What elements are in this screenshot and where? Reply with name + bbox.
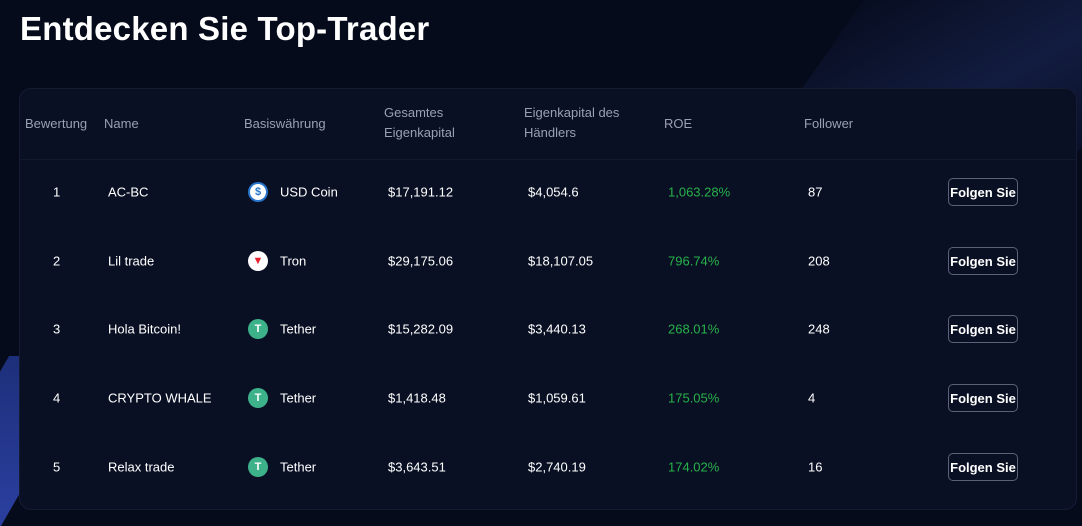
followers-cell: 248	[808, 321, 830, 337]
header-trader-equity-line2: Händlers	[524, 125, 577, 140]
trader-equity-cell: $3,440.13	[528, 321, 586, 337]
header-roe: ROE	[664, 116, 693, 131]
followers-cell: 4	[808, 390, 816, 406]
tron-icon: ▼	[248, 251, 268, 271]
follow-button[interactable]: Folgen Sie	[948, 315, 1018, 343]
rank-cell: 2	[53, 253, 61, 269]
header-base-currency: Basiswährung	[244, 116, 326, 131]
total-equity-cell: $29,175.06	[388, 253, 454, 269]
tether-icon: T	[248, 388, 268, 408]
total-equity-cell: $3,643.51	[388, 459, 446, 475]
trader-name[interactable]: Hola Bitcoin!	[108, 321, 181, 337]
roe-cell: 175.05%	[668, 390, 720, 406]
followers-cell: 16	[808, 459, 823, 475]
coin-name: Tether	[280, 459, 317, 475]
page-title: Entdecken Sie Top-Trader	[20, 10, 430, 47]
trader-equity-cell: $18,107.05	[528, 253, 594, 269]
header-followers: Follower	[804, 116, 854, 131]
tether-icon: T	[248, 457, 268, 477]
roe-cell: 796.74%	[668, 253, 720, 269]
trader-name[interactable]: CRYPTO WHALE	[108, 390, 212, 406]
total-equity-cell: $1,418.48	[388, 390, 446, 406]
trader-name[interactable]: AC-BC	[108, 184, 149, 200]
header-trader-equity-line1: Eigenkapital des	[524, 105, 620, 120]
roe-cell: 268.01%	[668, 321, 720, 337]
header-trader-equity: Eigenkapital des Händlers	[524, 103, 619, 143]
table-row[interactable]: 1 AC-BC $ USD Coin $17,191.12 $4,054.6 1…	[20, 158, 1076, 226]
roe-cell: 174.02%	[668, 459, 720, 475]
header-total-equity-line2: Eigenkapital	[384, 125, 455, 140]
rank-cell: 3	[53, 321, 61, 337]
header-name: Name	[104, 116, 139, 131]
followers-cell: 208	[808, 253, 830, 269]
rank-cell: 5	[53, 459, 61, 475]
follow-button[interactable]: Folgen Sie	[948, 384, 1018, 412]
trader-equity-cell: $1,059.61	[528, 390, 586, 406]
table-row[interactable]: 3 Hola Bitcoin! T Tether $15,282.09 $3,4…	[20, 295, 1076, 363]
table-row[interactable]: 2 Lil trade ▼ Tron $29,175.06 $18,107.05…	[20, 227, 1076, 295]
rank-cell: 4	[53, 390, 61, 406]
coin-name: Tron	[280, 253, 307, 269]
header-total-equity: Gesamtes Eigenkapital	[384, 103, 455, 143]
follow-button[interactable]: Folgen Sie	[948, 178, 1018, 206]
trader-equity-cell: $4,054.6	[528, 184, 579, 200]
usd-coin-icon: $	[248, 182, 268, 202]
coin-name: USD Coin	[280, 184, 338, 200]
trader-equity-cell: $2,740.19	[528, 459, 586, 475]
follow-button[interactable]: Folgen Sie	[948, 453, 1018, 481]
table-header: Bewertung Name Basiswährung Gesamtes Eig…	[20, 89, 1076, 160]
table-row[interactable]: 4 CRYPTO WHALE T Tether $1,418.48 $1,059…	[20, 364, 1076, 432]
coin-name: Tether	[280, 321, 317, 337]
header-rank: Bewertung	[25, 116, 88, 131]
tether-icon: T	[248, 319, 268, 339]
followers-cell: 87	[808, 184, 823, 200]
rank-cell: 1	[53, 184, 61, 200]
coin-name: Tether	[280, 390, 317, 406]
header-total-equity-line1: Gesamtes	[384, 105, 444, 120]
total-equity-cell: $17,191.12	[388, 184, 454, 200]
traders-table: Bewertung Name Basiswährung Gesamtes Eig…	[19, 88, 1077, 510]
table-row[interactable]: 5 Relax trade T Tether $3,643.51 $2,740.…	[20, 433, 1076, 501]
total-equity-cell: $15,282.09	[388, 321, 454, 337]
roe-cell: 1,063.28%	[668, 184, 731, 200]
follow-button[interactable]: Folgen Sie	[948, 247, 1018, 275]
trader-name[interactable]: Lil trade	[108, 253, 155, 269]
trader-name[interactable]: Relax trade	[108, 459, 175, 475]
